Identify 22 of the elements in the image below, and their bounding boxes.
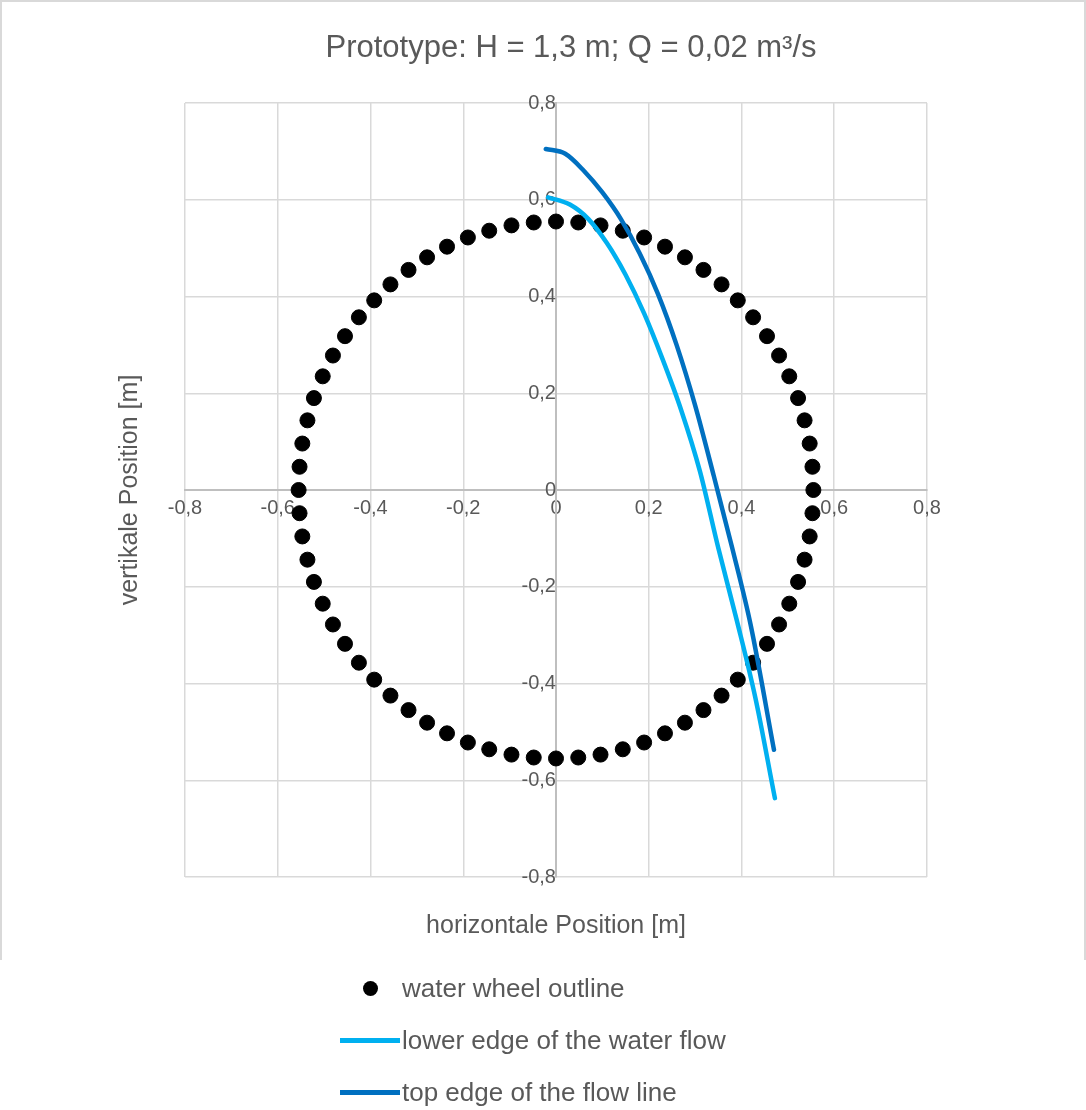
x-axis-title: horizontale Position [m] [426,909,686,938]
y-axis-title: vertikale Position [m] [113,374,142,606]
x-tick-label: 0,2 [634,495,663,518]
y-tick-label: 0,2 [528,380,556,403]
y-tick-label: -0,6 [521,767,556,790]
legend-label: lower edge of the water flow [402,1024,726,1056]
y-tick-label: -0,4 [521,671,556,694]
y-tick-label: -0,8 [521,864,556,887]
x-tick-label: -0,2 [446,495,481,518]
y-tick-label: 0 [544,477,556,500]
chart-title: Prototype: H = 1,3 m; Q = 0,02 m³/s [325,28,817,64]
x-tick-label: -0,8 [167,495,203,518]
x-tick-label: 0,4 [727,495,756,518]
legend-label: water wheel outline [402,972,625,1004]
y-tick-label: -0,2 [521,574,556,597]
x-tick-label: -0,6 [260,495,295,518]
x-tick-label: 0,6 [820,495,849,518]
legend-label: top edge of the flow line [402,1076,677,1108]
y-tick-label: 0,8 [528,90,556,113]
y-tick-label: 0,4 [528,284,556,307]
x-tick-label: -0,4 [353,495,388,518]
x-tick-label: 0,8 [913,495,941,518]
